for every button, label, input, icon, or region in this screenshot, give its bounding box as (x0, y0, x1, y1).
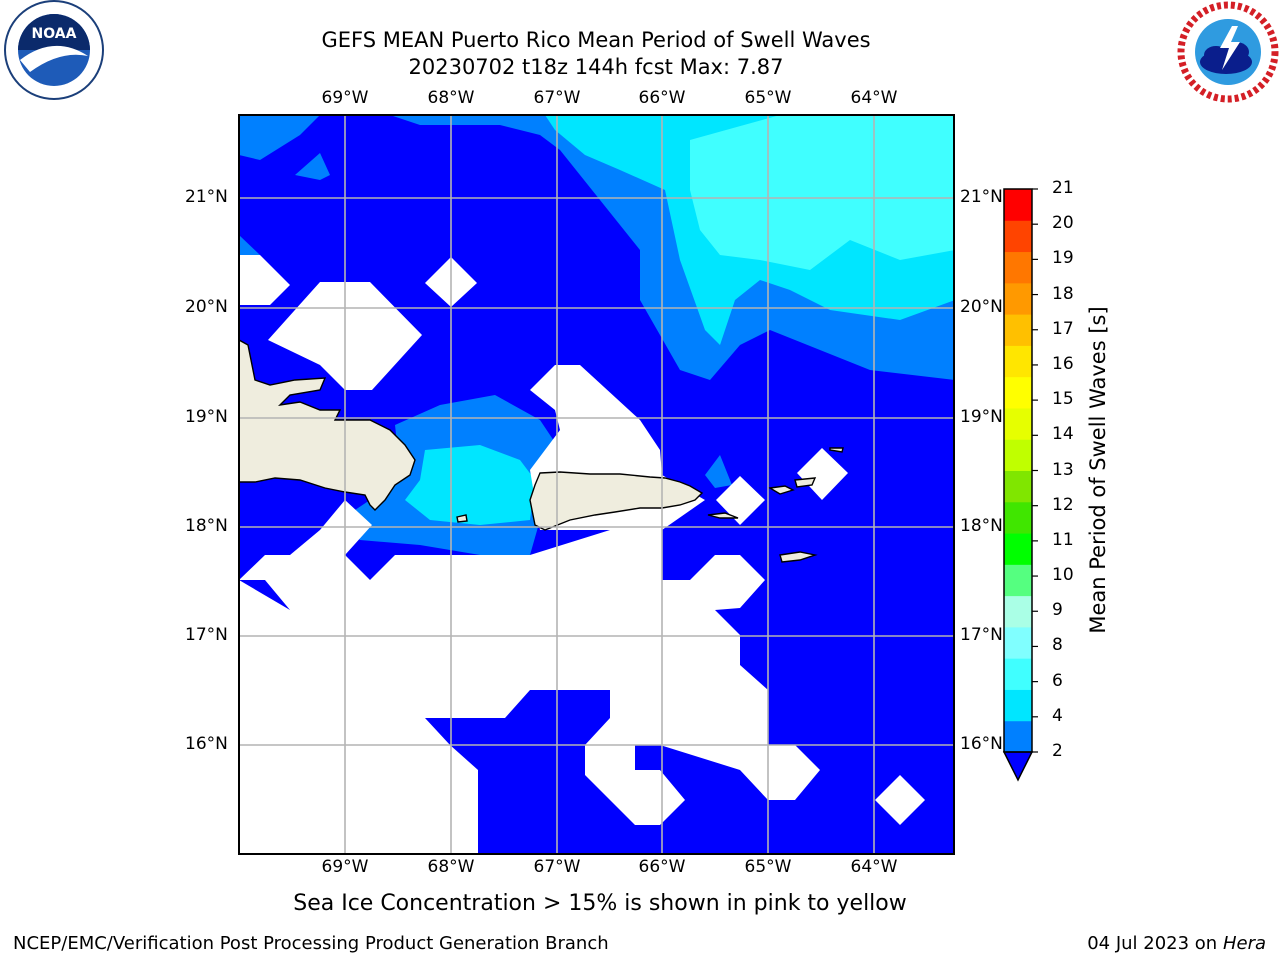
colorbar-tick-label: 2 (1052, 741, 1063, 761)
nws-logo (1177, 1, 1279, 103)
colorbar-swatch (1004, 220, 1032, 253)
colorbar-swatch (1004, 282, 1032, 315)
colorbar-swatch (1004, 533, 1032, 565)
colorbar-swatch (1004, 251, 1032, 284)
hispaniola (238, 338, 416, 511)
lat-tick-left-18n: 18°N (185, 516, 228, 536)
colorbar-tick-label: 13 (1052, 459, 1074, 480)
footer-date-text: 04 Jul 2023 on (1087, 933, 1223, 954)
colorbar-swatch (1004, 470, 1032, 503)
lat-tick-right-18n: 18°N (960, 516, 1003, 536)
lon-tick-top-64w: 64°W (850, 88, 898, 108)
colorbar-tick-label: 20 (1052, 213, 1074, 234)
lat-tick-right-20n: 20°N (960, 297, 1003, 317)
colorbar-tick-label: 11 (1052, 529, 1074, 550)
colorbar-tick-label: 10 (1052, 565, 1074, 586)
chart-subtitle: 20230702 t18z 144h fcst Max: 7.87 (408, 55, 784, 79)
colorbar-tick-label: 18 (1052, 283, 1074, 304)
colorbar-swatch (1004, 345, 1032, 378)
lon-tick-bottom-64w: 64°W (850, 857, 898, 877)
lon-tick-bottom-67w: 67°W (533, 857, 581, 877)
colorbar-tick-label: 6 (1052, 670, 1063, 691)
colorbar-tick-label: 9 (1052, 600, 1063, 621)
colorbar-tick-label: 4 (1052, 705, 1063, 726)
virgin-islands (767, 485, 795, 495)
colorbar-tick-label: 8 (1052, 635, 1063, 656)
map-frame (238, 114, 955, 855)
lon-tick-top-69w: 69°W (321, 88, 369, 108)
lat-tick-left-17n: 17°N (185, 625, 228, 645)
colorbar-tick-label: 21 (1052, 178, 1074, 198)
lon-tick-bottom-68w: 68°W (427, 857, 475, 877)
lat-tick-left-21n: 21°N (185, 187, 228, 207)
colorbar-swatch (1004, 439, 1032, 471)
lat-tick-right-19n: 19°N (960, 407, 1003, 427)
colorbar-swatch (1004, 189, 1032, 221)
lon-tick-bottom-65w: 65°W (744, 857, 792, 877)
colorbar-swatch (1004, 376, 1032, 409)
contour-2-4-east (705, 455, 732, 488)
colorbar-swatch (1004, 720, 1032, 753)
colorbar-swatch (1004, 626, 1032, 659)
colorbar-swatch (1004, 689, 1032, 722)
colorbar-swatch (1004, 595, 1032, 628)
colorbar-tick-label: 14 (1052, 424, 1074, 445)
land (238, 338, 844, 563)
lon-tick-bottom-69w: 69°W (321, 857, 369, 877)
contour-2-4-north (239, 115, 320, 160)
contour-2-4-west (239, 235, 260, 260)
colorbar-swatch (1004, 407, 1032, 440)
footer-host: Hera (1222, 933, 1266, 954)
beata-island (456, 514, 468, 523)
svg-text:NOAA: NOAA (32, 26, 77, 42)
noaa-logo: NOAA (4, 0, 104, 100)
sea-ice-caption: Sea Ice Concentration > 15% is shown in … (293, 891, 907, 916)
chart-title: GEFS MEAN Puerto Rico Mean Period of Swe… (321, 28, 871, 52)
colorbar-label: Mean Period of Swell Waves [s] (1086, 306, 1110, 634)
swell-period-contours (238, 115, 955, 854)
lon-tick-top-65w: 65°W (744, 88, 792, 108)
colorbar-swatch (1004, 314, 1032, 346)
colorbar-tick-label: 16 (1052, 353, 1074, 374)
lon-tick-bottom-66w: 66°W (638, 857, 686, 877)
anguilla (829, 447, 844, 453)
lon-tick-top-68w: 68°W (427, 88, 475, 108)
st-croix (779, 551, 818, 563)
colorbar-tick-label: 15 (1052, 389, 1074, 410)
lat-tick-left-16n: 16°N (185, 734, 228, 754)
lat-tick-left-20n: 20°N (185, 297, 228, 317)
colorbar-swatch (1004, 564, 1032, 597)
lat-tick-right-17n: 17°N (960, 625, 1003, 645)
footer-credit: NCEP/EMC/Verification Post Processing Pr… (13, 933, 609, 954)
contour-2-4-small (295, 153, 330, 180)
footer-date: 04 Jul 2023 on Hera (1087, 933, 1266, 954)
contour-6-8-northeast (690, 115, 955, 270)
colorbar-tick-label: 17 (1052, 318, 1074, 339)
lat-tick-left-19n: 19°N (185, 407, 228, 427)
contour-4-6-south (405, 445, 535, 525)
lat-tick-right-16n: 16°N (960, 734, 1003, 754)
colorbar-swatch (1004, 501, 1032, 534)
colorbar-tick-label: 19 (1052, 248, 1074, 269)
colorbar-swatch (1004, 658, 1032, 690)
virgin-islands-2 (794, 477, 817, 488)
vieques (707, 512, 739, 519)
lat-tick-right-21n: 21°N (960, 187, 1003, 207)
lon-tick-top-67w: 67°W (533, 88, 581, 108)
graticule (239, 115, 954, 854)
lon-tick-top-66w: 66°W (638, 88, 686, 108)
colorbar-tick-label: 12 (1052, 494, 1074, 515)
colorbar-under-triangle (1002, 751, 1034, 782)
